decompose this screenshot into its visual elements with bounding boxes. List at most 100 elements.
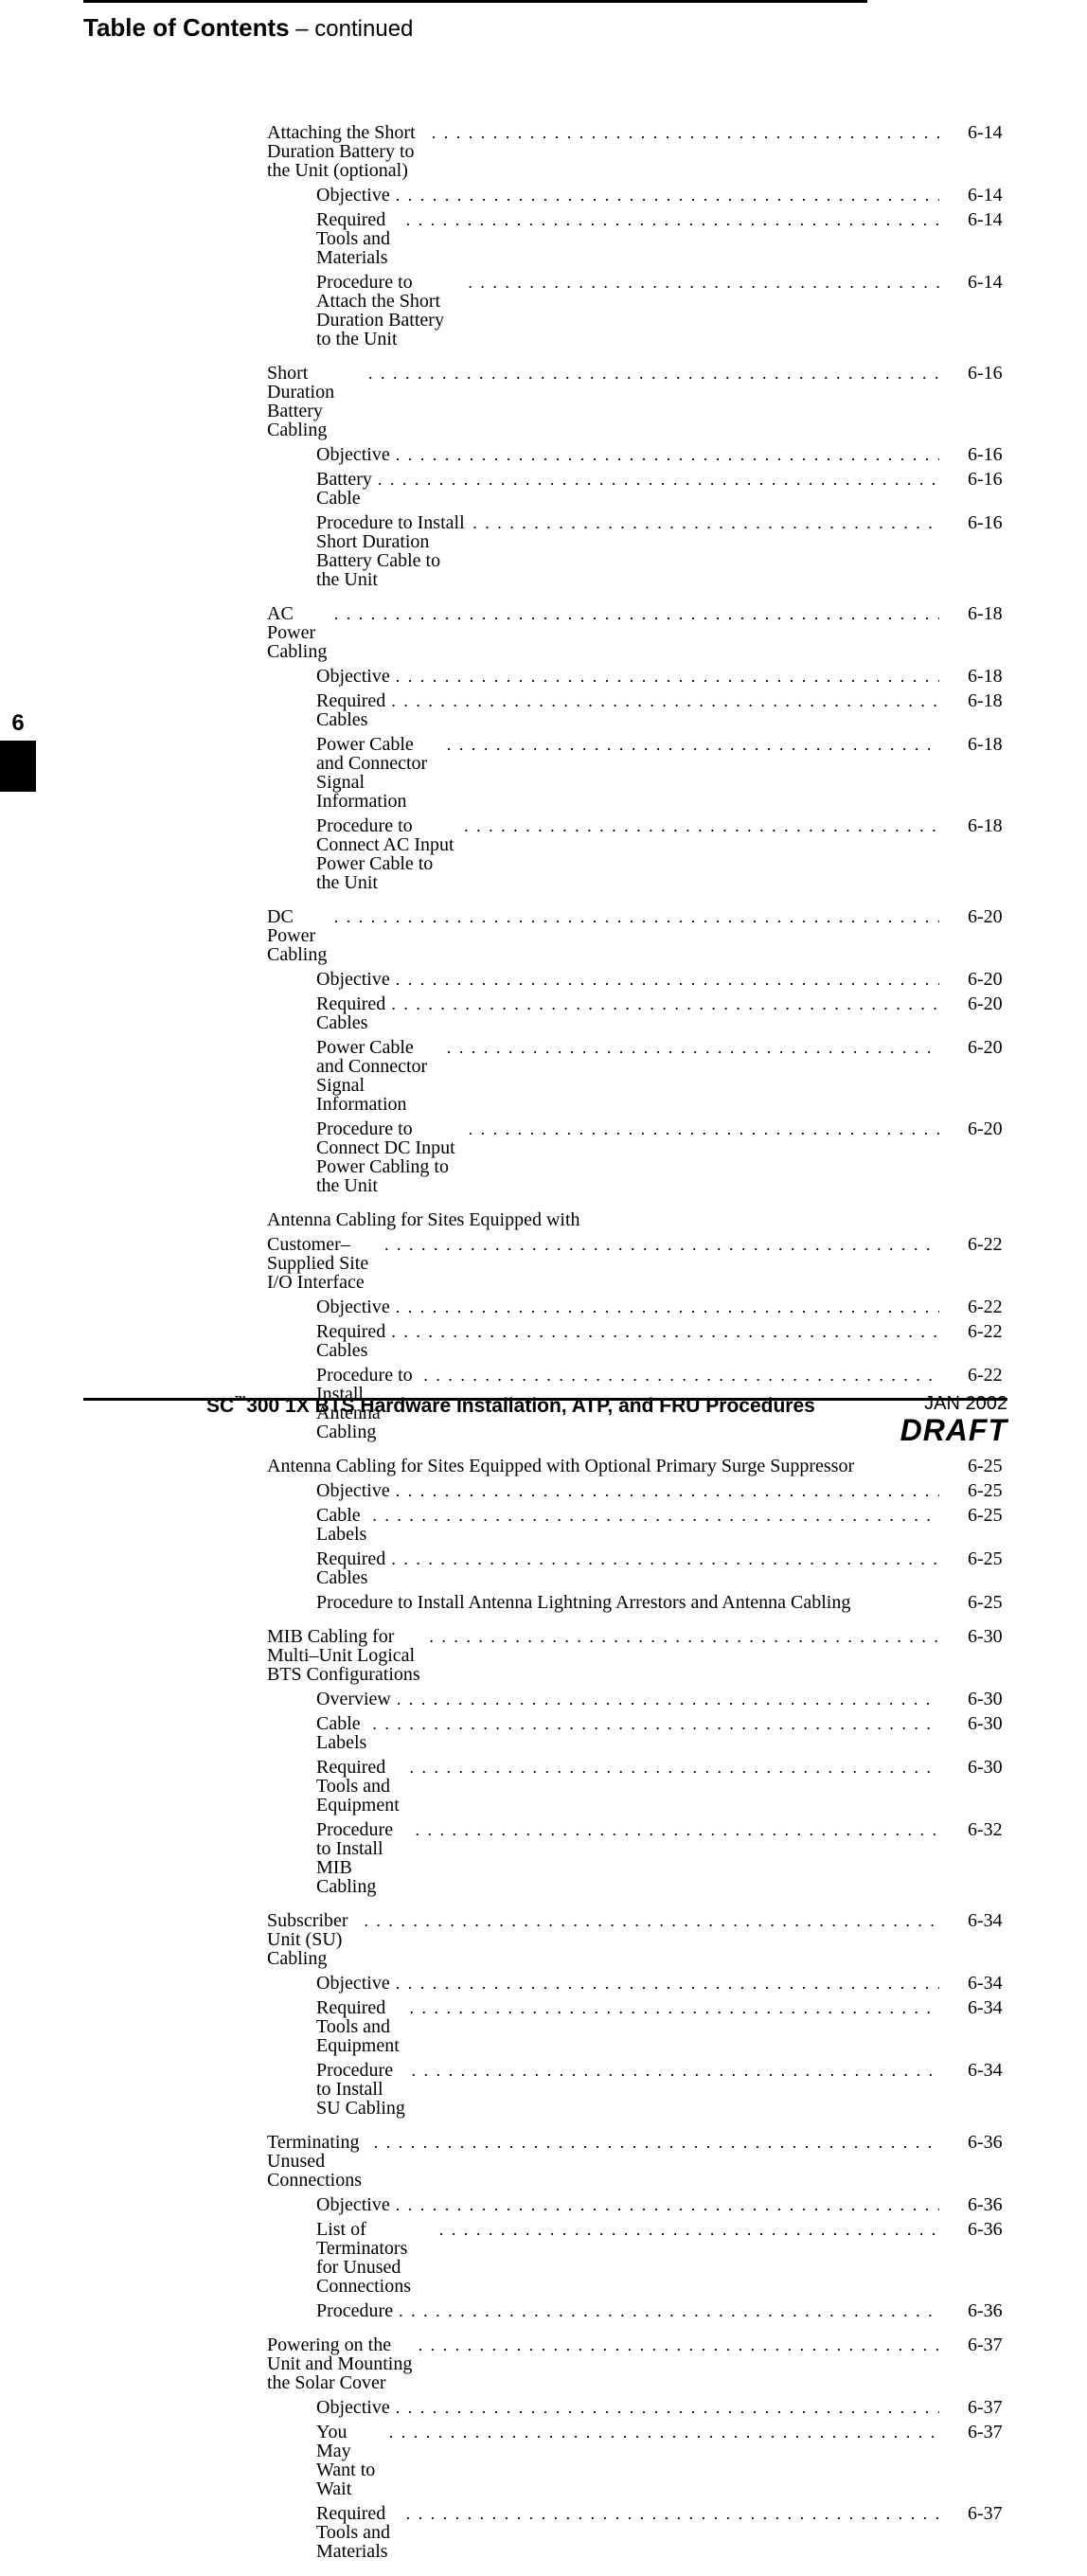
toc-page-ref: 6-37 <box>939 2335 996 2354</box>
toc-label: Power Cable and Connector Signal Informa… <box>316 735 441 811</box>
toc-leader: . . . . . . . . . . . . . . . . . . . . … <box>372 471 939 488</box>
toc-page-ref: 6-30 <box>939 1627 996 1646</box>
toc-body: Attaching the Short Duration Battery to … <box>267 123 996 2576</box>
toc-label: Short Duration Battery Cabling <box>267 364 363 439</box>
toc-label: Objective <box>316 186 390 205</box>
toc-page-ref: 6-25 <box>939 1481 996 1500</box>
page-title: Table of Contents – continued <box>83 13 413 43</box>
toc-sub-entry: Objective. . . . . . . . . . . . . . . .… <box>267 1297 996 1316</box>
toc-sub-entry: Cable Labels. . . . . . . . . . . . . . … <box>267 1506 996 1544</box>
toc-label: Objective <box>316 1481 390 1500</box>
toc-leader: . . . . . . . . . . . . . . . . . . . . … <box>390 668 939 685</box>
toc-section: Attaching the Short Duration Battery to … <box>267 123 996 349</box>
toc-leader: . . . . . . . . . . . . . . . . . . . . … <box>383 2424 939 2441</box>
toc-sub-entry: Objective. . . . . . . . . . . . . . . .… <box>267 1481 996 1500</box>
toc-leader: . . . . . . . . . . . . . . . . . . . . … <box>401 211 939 228</box>
toc-label: Objective <box>316 667 390 686</box>
toc-sub-entry: Objective. . . . . . . . . . . . . . . .… <box>267 445 996 464</box>
header-rule <box>83 0 867 3</box>
toc-label: Required Cables <box>316 691 385 729</box>
toc-page-ref: 6-20 <box>939 994 996 1013</box>
toc-leader: . . . . . . . . . . . . . . . . . . . . … <box>390 1482 939 1499</box>
toc-label: Objective <box>316 2398 390 2417</box>
toc-page-ref: 6-34 <box>939 1998 996 2017</box>
toc-page-ref: 6-30 <box>939 1714 996 1733</box>
toc-leader: . . . . . . . . . . . . . . . . . . . . … <box>434 2221 939 2238</box>
toc-label: Objective <box>316 1974 390 1993</box>
toc-leader: . . . . . . . . . . . . . . . . . . . . … <box>401 2505 939 2522</box>
toc-entry: Antenna Cabling for Sites Equipped with … <box>267 1457 996 1476</box>
title-continued: – continued <box>290 16 414 42</box>
toc-leader: . . . . . . . . . . . . . . . . . . . . … <box>423 1628 939 1645</box>
toc-entry: Powering on the Unit and Mounting the So… <box>267 2335 996 2392</box>
toc-leader: . . . . . . . . . . . . . . . . . . . . … <box>393 2302 939 2319</box>
toc-leader: . . . . . . . . . . . . . . . . . . . . … <box>409 1821 939 1838</box>
toc-sub-entry: Required Tools and Materials. . . . . . … <box>267 210 996 267</box>
toc-page-ref: 6-22 <box>939 1235 996 1254</box>
toc-page-ref: 6-34 <box>939 1974 996 1993</box>
footer-doc-title: SC™300 1X BTS Hardware Installation, ATP… <box>83 1393 815 1418</box>
toc-page-ref: 6-32 <box>939 1820 996 1839</box>
toc-sub-entry: List of Terminators for Unused Connectio… <box>267 2220 996 2296</box>
toc-page-ref: 6-37 <box>939 2398 996 2417</box>
toc-entry: Subscriber Unit (SU) Cabling. . . . . . … <box>267 1911 996 1968</box>
toc-page-ref: 6-37 <box>939 2504 996 2523</box>
toc-leader: . . . . . . . . . . . . . . . . . . . . … <box>390 187 939 204</box>
toc-sub-entry: Required Cables. . . . . . . . . . . . .… <box>267 691 996 729</box>
page-footer: SC™300 1X BTS Hardware Installation, ATP… <box>83 1393 1007 1448</box>
toc-sub-entry: Procedure to Install SU Cabling. . . . .… <box>267 2061 996 2118</box>
toc-sub-entry: Required Tools and Equipment. . . . . . … <box>267 1998 996 2055</box>
toc-label: Required Cables <box>316 994 385 1032</box>
toc-page-ref: 6-18 <box>939 604 996 623</box>
toc-page-ref: 6-16 <box>939 445 996 464</box>
toc-leader: . . . . . . . . . . . . . . . . . . . . … <box>379 1236 939 1253</box>
chapter-side-tab: 6 <box>0 710 36 792</box>
toc-label: Procedure to Connect AC Input Power Cabl… <box>316 816 458 892</box>
toc-label: Required Cables <box>316 1549 385 1587</box>
toc-label: Procedure to Install SU Cabling <box>316 2061 406 2118</box>
toc-leader: . . . . . . . . . . . . . . . . . . . . … <box>385 1550 939 1567</box>
toc-leader: . . . . . . . . . . . . . . . . . . . . … <box>366 1715 939 1732</box>
toc-section: Short Duration Battery Cabling . . . . . … <box>267 364 996 589</box>
toc-leader: . . . . . . . . . . . . . . . . . . . . … <box>404 1759 940 1776</box>
toc-sub-entry: Objective. . . . . . . . . . . . . . . .… <box>267 970 996 989</box>
toc-page-ref: 6-25 <box>939 1549 996 1568</box>
toc-section: AC Power Cabling. . . . . . . . . . . . … <box>267 604 996 892</box>
toc-page-ref: 6-25 <box>939 1506 996 1525</box>
toc-label: Attaching the Short Duration Battery to … <box>267 123 426 180</box>
toc-page-ref: 6-36 <box>939 2301 996 2320</box>
toc-entry: MIB Cabling for Multi–Unit Logical BTS C… <box>267 1627 996 1684</box>
toc-label: Antenna Cabling for Sites Equipped with <box>267 1210 580 1229</box>
toc-sub-entry: Required Cables. . . . . . . . . . . . .… <box>267 1549 996 1587</box>
toc-entry: Attaching the Short Duration Battery to … <box>267 123 996 180</box>
toc-page-ref: 6-18 <box>939 667 996 686</box>
toc-entry: AC Power Cabling. . . . . . . . . . . . … <box>267 604 996 661</box>
toc-page-ref: 6-20 <box>939 907 996 926</box>
toc-label: Objective <box>316 2195 390 2214</box>
toc-leader: . . . . . . . . . . . . . . . . . . . . … <box>406 2062 939 2079</box>
toc-entry: DC Power Cabling. . . . . . . . . . . . … <box>267 907 996 964</box>
toc-leader: . . . . . . . . . . . . . . . . . . . . … <box>385 692 939 709</box>
toc-sub-entry: Battery Cable. . . . . . . . . . . . . .… <box>267 470 996 508</box>
toc-entry: Short Duration Battery Cabling. . . . . … <box>267 364 996 439</box>
toc-sub-entry: Procedure. . . . . . . . . . . . . . . .… <box>267 2301 996 2320</box>
toc-page-ref: 6-36 <box>939 2195 996 2214</box>
toc-label: Required Tools and Materials <box>316 2504 401 2561</box>
toc-page-ref: 6-34 <box>939 1911 996 1930</box>
toc-page-ref: 6-18 <box>939 691 996 710</box>
toc-sub-entry: Objective. . . . . . . . . . . . . . . .… <box>267 667 996 686</box>
toc-label: Overview <box>316 1690 391 1708</box>
toc-sub-entry: Procedure to Install Short Duration Batt… <box>267 513 996 589</box>
toc-leader: . . . . . . . . . . . . . . . . . . . . … <box>413 2336 939 2353</box>
toc-label: Procedure to Install Antenna Lightning A… <box>316 1593 850 1612</box>
toc-leader: . . . . . . . . . . . . . . . . . . . . … <box>404 1999 940 2016</box>
toc-sub-entry: Objective. . . . . . . . . . . . . . . .… <box>267 1974 996 1993</box>
toc-leader: . . . . . . . . . . . . . . . . . . . . … <box>391 1690 939 1708</box>
toc-page-ref: 6-14 <box>939 210 996 229</box>
toc-label: DC Power Cabling <box>267 907 329 964</box>
toc-sub-entry: Power Cable and Connector Signal Informa… <box>267 1038 996 1114</box>
footer-title-pre: SC <box>206 1395 234 1417</box>
toc-leader: . . . . . . . . . . . . . . . . . . . . … <box>390 446 939 463</box>
toc-label: Subscriber Unit (SU) Cabling <box>267 1911 358 1968</box>
toc-page-ref: 6-16 <box>939 513 996 532</box>
